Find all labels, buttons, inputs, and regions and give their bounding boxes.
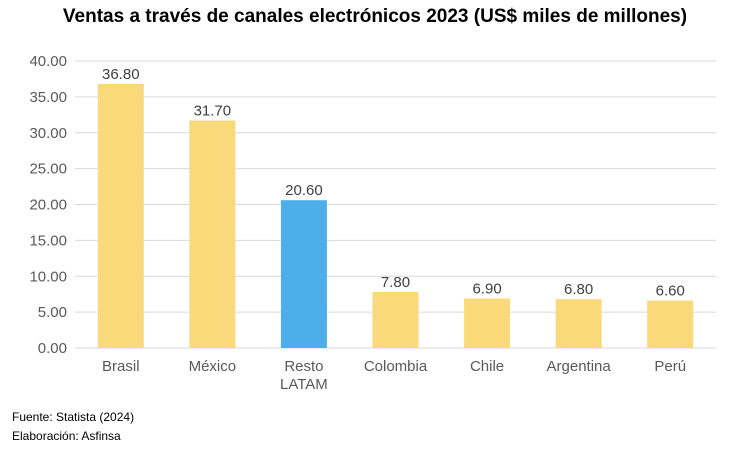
category-label: México <box>189 358 237 375</box>
data-label: 31.70 <box>194 103 232 120</box>
data-label: 36.80 <box>102 66 140 83</box>
y-tick-label: 15.00 <box>29 232 67 249</box>
bar <box>464 298 511 348</box>
category-label: LATAM <box>280 376 328 393</box>
data-label: 7.80 <box>381 274 410 291</box>
bar <box>189 120 236 349</box>
data-label: 20.60 <box>285 182 323 199</box>
y-tick-label: 25.00 <box>29 161 67 178</box>
source-note: Fuente: Statista (2024) <box>12 410 135 424</box>
y-tick-label: 35.00 <box>29 89 67 106</box>
y-tick-label: 5.00 <box>38 304 67 321</box>
category-label: Resto <box>284 358 323 375</box>
category-label: Chile <box>470 358 504 375</box>
y-tick-label: 30.00 <box>29 125 67 142</box>
y-tick-label: 20.00 <box>29 197 67 214</box>
bar <box>555 299 602 348</box>
bar <box>372 292 419 348</box>
bar <box>97 83 144 349</box>
y-tick-label: 10.00 <box>29 268 67 285</box>
y-tick-label: 0.00 <box>38 340 67 357</box>
bar <box>647 300 694 348</box>
category-label: Argentina <box>547 358 612 375</box>
y-tick-label: 40.00 <box>29 53 67 70</box>
data-label: 6.80 <box>564 281 593 298</box>
bar <box>280 200 327 348</box>
category-label: Perú <box>654 358 686 375</box>
bars <box>97 83 694 349</box>
data-label: 6.60 <box>656 283 685 300</box>
y-axis-ticks: 0.00 5.00 10.00 15.00 20.00 25.00 30.00 35.00 40… <box>29 53 67 357</box>
credit-note: Elaboración: Asfinsa <box>12 429 121 443</box>
data-label: 6.90 <box>472 280 501 297</box>
category-label: Colombia <box>364 358 428 375</box>
data-labels: 36.80 31.70 20.60 7.80 6.90 6.80 6.60 <box>102 66 685 300</box>
category-label: Brasil <box>102 358 140 375</box>
chart-title: Ventas a través de canales electrónicos … <box>62 6 688 27</box>
